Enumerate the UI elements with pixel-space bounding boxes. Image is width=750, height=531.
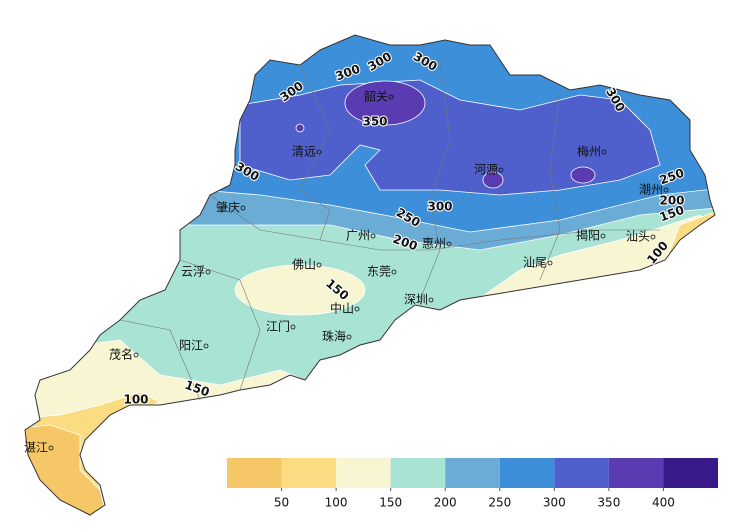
border bbox=[179, 259, 261, 391]
legend-tick-label: 150 bbox=[379, 496, 402, 510]
city-dot bbox=[663, 187, 669, 193]
city-label: 汕头 bbox=[626, 230, 650, 244]
rain-band bbox=[239, 79, 661, 196]
border bbox=[209, 194, 660, 251]
city-dot bbox=[601, 149, 607, 155]
city-label: 佛山 bbox=[292, 258, 316, 272]
rain-band bbox=[570, 166, 596, 184]
rain-band bbox=[295, 123, 305, 133]
city-label: 东莞 bbox=[367, 265, 391, 279]
city-label: 广州 bbox=[346, 229, 370, 243]
city-label: 河源 bbox=[474, 163, 498, 177]
legend-swatch bbox=[608, 458, 664, 488]
rain-band bbox=[482, 171, 504, 189]
city-label: 珠海 bbox=[322, 329, 346, 344]
city-dot bbox=[388, 94, 394, 100]
city-dot bbox=[547, 260, 553, 266]
city-label: 梅州 bbox=[577, 144, 601, 159]
city-dot bbox=[316, 262, 322, 268]
city-label: 深圳 bbox=[404, 293, 428, 307]
city-dot bbox=[240, 205, 246, 211]
city-label: 湛江 bbox=[24, 441, 48, 455]
legend-swatch bbox=[499, 458, 555, 488]
rain-band bbox=[234, 264, 366, 316]
legend-tick-label: 350 bbox=[597, 496, 620, 510]
city-dot bbox=[346, 334, 352, 340]
legend-tick-label: 250 bbox=[488, 496, 511, 510]
legend-tick-label: 200 bbox=[434, 496, 457, 510]
legend-swatch bbox=[445, 458, 500, 488]
city-label: 汕尾 bbox=[523, 256, 547, 270]
city-label: 惠州 bbox=[422, 237, 446, 251]
city-label: 云浮 bbox=[181, 265, 205, 279]
border bbox=[299, 64, 331, 241]
city-label: 中山 bbox=[330, 301, 354, 316]
border bbox=[119, 319, 201, 401]
city-dot bbox=[133, 352, 139, 358]
city-label: 江门 bbox=[266, 319, 290, 334]
province-outline bbox=[24, 34, 716, 516]
city-dot bbox=[498, 167, 504, 173]
city-dot bbox=[391, 269, 397, 275]
city-label: 肇庆 bbox=[216, 200, 240, 215]
city-dot bbox=[48, 445, 54, 451]
city-dot bbox=[446, 241, 452, 247]
contour-label: 100 bbox=[123, 393, 148, 407]
borders bbox=[119, 59, 660, 401]
legend-swatch bbox=[663, 458, 718, 488]
city-label: 揭阳 bbox=[576, 228, 600, 243]
legend-swatch bbox=[554, 458, 609, 488]
legend: 50 100 150 200 250 300 350 400 bbox=[227, 458, 718, 510]
rain-band bbox=[344, 80, 426, 126]
city-dot bbox=[370, 233, 376, 239]
legend-tick-label: 50 bbox=[274, 496, 289, 510]
city-label: 阳江 bbox=[179, 339, 203, 353]
border bbox=[539, 89, 561, 281]
contour-label: 350 bbox=[362, 115, 387, 129]
city-dot bbox=[600, 233, 606, 239]
city-label: 茂名 bbox=[109, 347, 133, 362]
city-dot bbox=[428, 297, 434, 303]
city-dot bbox=[316, 149, 322, 155]
legend-tick-label: 100 bbox=[325, 496, 348, 510]
legend-swatch bbox=[390, 458, 446, 488]
city-dot bbox=[290, 324, 296, 330]
city-dot bbox=[650, 234, 656, 240]
legend-swatch bbox=[281, 458, 337, 488]
legend-tick-label: 400 bbox=[652, 496, 675, 510]
border bbox=[419, 59, 451, 301]
legend-swatch bbox=[336, 458, 391, 488]
city-dot bbox=[205, 269, 211, 275]
contour-label: 300 bbox=[427, 200, 452, 214]
legend-tick-label: 300 bbox=[543, 496, 566, 510]
legend-swatch bbox=[227, 458, 282, 488]
contour-label: 200 bbox=[659, 194, 684, 208]
city-label: 清远 bbox=[292, 145, 316, 159]
city-dot bbox=[354, 306, 360, 312]
city-dot bbox=[203, 343, 209, 349]
city-label: 韶关 bbox=[364, 89, 388, 104]
city-label: 潮州 bbox=[639, 182, 663, 197]
